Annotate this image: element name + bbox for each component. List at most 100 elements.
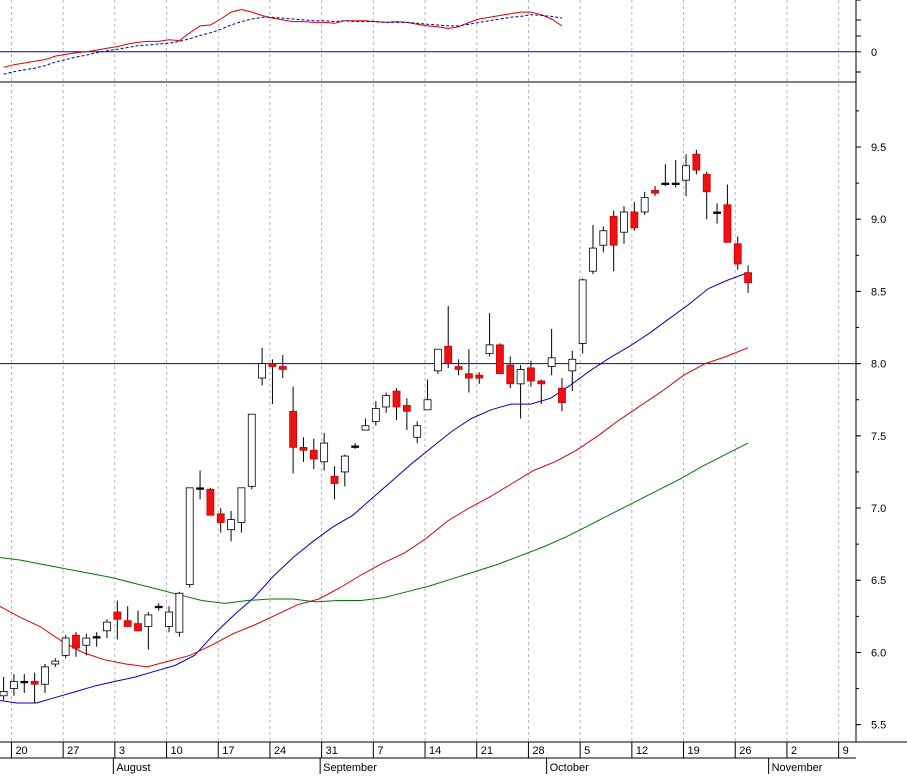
candle-body — [402, 405, 411, 412]
candle-body — [123, 620, 132, 627]
candle-body — [475, 374, 484, 379]
candle-body — [558, 387, 566, 404]
candlestick — [216, 508, 225, 533]
candle-body — [371, 407, 380, 422]
candle-body — [620, 211, 628, 233]
candle-body — [320, 442, 329, 463]
candle-body — [30, 680, 39, 685]
candlestick — [475, 372, 484, 384]
x-tick-label: 28 — [532, 745, 544, 757]
candle-body — [382, 394, 391, 408]
candle-body — [154, 605, 163, 609]
candle-body — [671, 182, 680, 185]
x-tick-label: 14 — [429, 745, 441, 757]
candlestick — [506, 356, 515, 389]
x-tick-label: 3 — [119, 745, 125, 757]
candle-body — [682, 165, 690, 181]
indicator-line-solid — [3, 8, 563, 68]
ma-short-blue — [0, 272, 749, 704]
candle-body — [113, 611, 122, 620]
x-tick-label: 12 — [636, 745, 648, 757]
candlestick — [72, 632, 80, 657]
candlestick — [516, 365, 525, 419]
candlestick — [444, 305, 453, 368]
x-tick-label: 10 — [171, 745, 183, 757]
candlestick — [0, 677, 8, 701]
candlestick — [144, 612, 153, 650]
price-y-tick-label: 7.5 — [871, 431, 886, 443]
candlestick — [175, 591, 184, 637]
candle-body — [196, 487, 204, 490]
candlestick — [454, 359, 463, 376]
candle-body — [72, 634, 80, 649]
candlestick — [609, 210, 618, 272]
candle-body — [340, 455, 349, 473]
price-y-tick-label: 8.5 — [871, 286, 886, 298]
candle-body — [423, 399, 432, 411]
candle-body — [278, 366, 287, 370]
price-panel — [0, 149, 856, 704]
candlestick — [258, 347, 267, 386]
candlestick — [123, 606, 132, 627]
candlestick — [661, 164, 670, 186]
candlestick — [10, 674, 18, 696]
candlestick — [30, 672, 39, 704]
x-tick-label: 9 — [843, 745, 849, 757]
candlestick — [113, 600, 122, 640]
candlestick — [92, 632, 101, 647]
candlestick — [382, 392, 391, 413]
candle-body — [258, 363, 267, 379]
x-tick-label: 7 — [377, 745, 383, 757]
indicator-y-tick-label: 0 — [871, 47, 877, 59]
candle-body — [361, 425, 370, 431]
candlestick — [558, 378, 566, 412]
candlestick — [496, 343, 504, 375]
candlestick — [320, 432, 329, 471]
candlestick — [640, 191, 649, 215]
candlestick — [51, 658, 60, 667]
candle-body — [309, 449, 318, 460]
candlestick — [527, 360, 535, 387]
candlestick — [692, 149, 701, 175]
indicator-panel — [0, 8, 856, 75]
candlestick — [589, 224, 597, 275]
candlestick — [464, 349, 473, 393]
candle-body — [454, 366, 463, 370]
candle-body — [713, 211, 721, 214]
candle-body — [444, 345, 453, 365]
candlestick — [289, 386, 298, 474]
x-tick-label: 20 — [15, 745, 27, 757]
ma-mid-red — [0, 347, 749, 668]
candle-body — [692, 153, 701, 171]
candlestick — [247, 413, 256, 490]
candlestick — [433, 348, 442, 374]
candlestick — [599, 226, 608, 253]
candle-body — [744, 272, 752, 284]
candlestick — [268, 359, 277, 405]
candlestick — [682, 154, 690, 197]
candlestick — [237, 487, 246, 533]
candle-body — [733, 243, 742, 265]
candle-body — [216, 513, 225, 523]
candlestick — [165, 606, 173, 633]
candle-body — [175, 592, 184, 633]
x-tick-label: 26 — [739, 745, 751, 757]
candlestick — [651, 185, 659, 197]
candlestick — [413, 421, 422, 444]
candlestick — [361, 418, 370, 431]
candle-body — [527, 367, 535, 382]
candle-body — [134, 623, 142, 632]
candle-body — [10, 680, 18, 689]
candlestick — [537, 379, 546, 405]
candle-body — [464, 373, 473, 379]
candle-body — [165, 611, 173, 627]
candlestick — [41, 664, 49, 693]
candle-body — [537, 380, 546, 385]
candle-body — [506, 364, 515, 385]
month-label: August — [116, 762, 150, 774]
candlestick — [330, 466, 339, 500]
candle-body — [589, 247, 597, 272]
candle-body — [496, 344, 504, 375]
candlestick — [713, 203, 721, 224]
candle-body — [0, 691, 8, 697]
